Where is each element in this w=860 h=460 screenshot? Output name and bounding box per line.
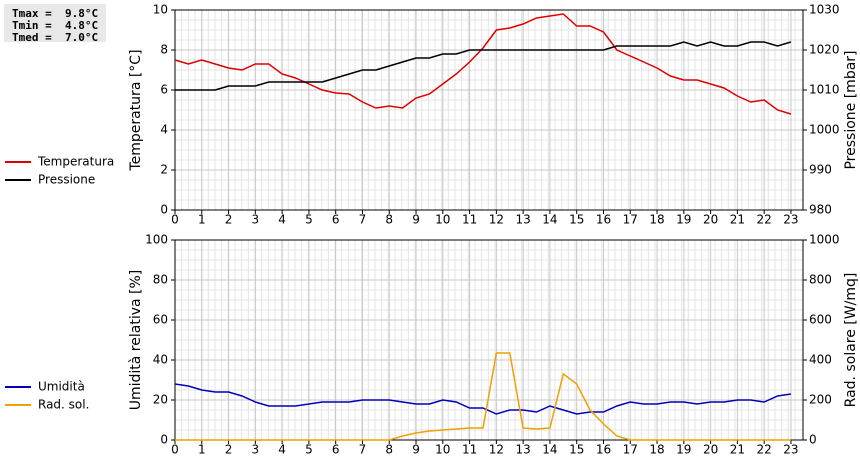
x-tick-label: 4 <box>278 443 286 457</box>
x-tick-label: 13 <box>516 213 531 227</box>
y2-tick-label: 200 <box>809 393 832 407</box>
x-tick-label: 19 <box>676 213 691 227</box>
x-tick-label: 13 <box>516 443 531 457</box>
legend-label: Umidità <box>38 380 85 394</box>
y2-axis-label: Pressione [mbar] <box>843 50 859 169</box>
y-axis-label: Umidità relativa [%] <box>128 270 144 411</box>
x-tick-label: 21 <box>730 213 745 227</box>
stats-box <box>4 4 106 42</box>
x-tick-label: 8 <box>385 213 393 227</box>
x-tick-label: 3 <box>252 443 260 457</box>
series-line <box>174 383 792 415</box>
plot-frame <box>174 239 804 441</box>
x-tick-label: 4 <box>278 213 286 227</box>
x-tick-label: 9 <box>412 213 420 227</box>
x-tick-label: 17 <box>623 443 638 457</box>
x-tick-label: 7 <box>359 443 367 457</box>
x-tick-label: 20 <box>703 443 718 457</box>
y2-axis-label: Rad. solare [W/mq] <box>843 273 859 408</box>
x-tick-label: 12 <box>489 443 504 457</box>
series-line <box>175 41 792 91</box>
y-tick-label: 8 <box>160 43 168 57</box>
y2-tick-label: 0 <box>809 433 817 447</box>
legend-label: Rad. sol. <box>38 398 89 412</box>
y-tick-label: 20 <box>153 393 168 407</box>
x-tick-label: 19 <box>676 443 691 457</box>
y-tick-label: 4 <box>160 123 168 137</box>
x-tick-label: 1 <box>198 443 206 457</box>
x-tick-label: 16 <box>596 443 611 457</box>
x-tick-label: 18 <box>649 213 664 227</box>
y-tick-label: 0 <box>160 433 168 447</box>
x-tick-label: 17 <box>623 213 638 227</box>
y2-tick-label: 1030 <box>809 3 840 17</box>
x-tick-label: 14 <box>542 443 557 457</box>
x-tick-label: 16 <box>596 213 611 227</box>
y2-tick-label: 800 <box>809 273 832 287</box>
x-tick-label: 15 <box>569 213 584 227</box>
x-tick-label: 1 <box>198 213 206 227</box>
x-tick-label: 0 <box>171 443 179 457</box>
x-tick-label: 6 <box>332 443 340 457</box>
plot-frame <box>174 9 804 211</box>
x-tick-label: 7 <box>359 213 367 227</box>
x-tick-label: 8 <box>385 443 393 457</box>
y2-tick-label: 600 <box>809 313 832 327</box>
x-tick-label: 23 <box>783 213 798 227</box>
x-tick-label: 15 <box>569 443 584 457</box>
y-tick-label: 100 <box>145 233 168 247</box>
y-tick-label: 6 <box>160 83 168 97</box>
x-tick-label: 20 <box>703 213 718 227</box>
y-tick-label: 60 <box>153 313 168 327</box>
x-tick-label: 12 <box>489 213 504 227</box>
x-tick-label: 5 <box>305 213 313 227</box>
x-tick-label: 11 <box>462 443 477 457</box>
y-tick-label: 80 <box>153 273 168 287</box>
x-tick-label: 21 <box>730 443 745 457</box>
y2-tick-label: 990 <box>809 163 832 177</box>
x-tick-label: 14 <box>542 213 557 227</box>
y-tick-label: 10 <box>153 3 168 17</box>
y-tick-label: 40 <box>153 353 168 367</box>
y2-tick-label: 400 <box>809 353 832 367</box>
x-tick-label: 22 <box>757 213 772 227</box>
x-tick-label: 18 <box>649 443 664 457</box>
series-line <box>175 352 791 441</box>
y-tick-label: 0 <box>160 203 168 217</box>
x-tick-label: 0 <box>171 213 179 227</box>
stats-line: Tmax = 9.8°C <box>12 7 98 20</box>
x-tick-label: 10 <box>435 443 450 457</box>
stats-line: Tmed = 7.0°C <box>12 31 98 44</box>
y2-tick-label: 1000 <box>809 123 840 137</box>
legend-label: Temperatura <box>37 155 114 169</box>
series-line <box>174 13 792 115</box>
x-tick-label: 5 <box>305 443 313 457</box>
y2-tick-label: 1000 <box>809 233 840 247</box>
y-axis-label: Temperatura [°C] <box>128 49 144 171</box>
stats-line: Tmin = 4.8°C <box>12 19 98 32</box>
legend-label: Pressione <box>38 173 95 187</box>
x-tick-label: 11 <box>462 213 477 227</box>
y2-tick-label: 980 <box>809 203 832 217</box>
x-tick-label: 10 <box>435 213 450 227</box>
x-tick-label: 2 <box>225 213 233 227</box>
x-tick-label: 6 <box>332 213 340 227</box>
x-tick-label: 3 <box>252 213 260 227</box>
y-tick-label: 2 <box>160 163 168 177</box>
x-tick-label: 23 <box>783 443 798 457</box>
x-tick-label: 2 <box>225 443 233 457</box>
x-tick-label: 9 <box>412 443 420 457</box>
y2-tick-label: 1010 <box>809 83 840 97</box>
x-tick-label: 22 <box>757 443 772 457</box>
y2-tick-label: 1020 <box>809 43 840 57</box>
